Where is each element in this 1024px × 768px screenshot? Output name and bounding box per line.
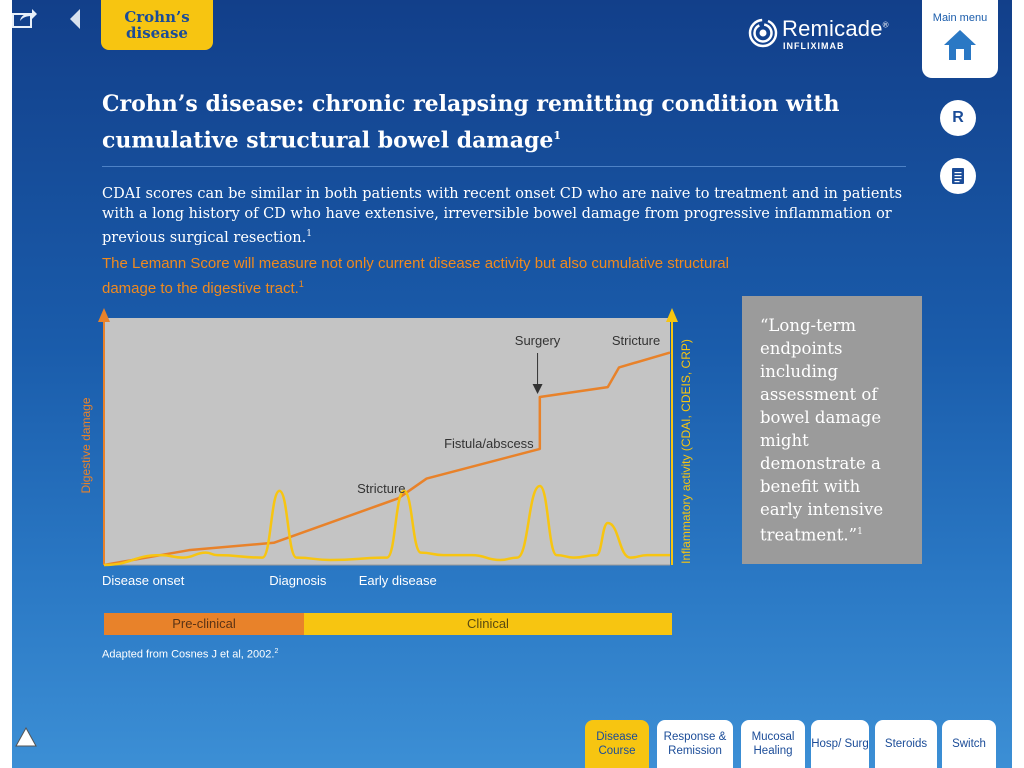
tab-switch[interactable]: Switch xyxy=(942,720,996,768)
lemann-paragraph: The Lemann Score will measure not only c… xyxy=(102,255,729,297)
digestive-damage-line xyxy=(103,351,671,567)
tab-mucosal-healing[interactable]: Mucosal Healing xyxy=(741,720,805,768)
chart-svg: Digestive damage Inflammatory activity (C… xyxy=(79,308,693,588)
share-icon[interactable] xyxy=(12,8,38,28)
y-axis-left-label: Digestive damage xyxy=(79,397,93,493)
surgery-arrow-head xyxy=(532,384,543,394)
home-icon xyxy=(944,30,976,60)
main-menu-button[interactable]: Main menu xyxy=(922,0,998,78)
brand-subtitle: INFLIXIMAB xyxy=(783,41,845,51)
tab-steroids[interactable]: Steroids xyxy=(875,720,937,768)
triangle-up-icon[interactable] xyxy=(14,726,38,748)
quote-box: “Long-term endpoints including assessmen… xyxy=(742,296,922,564)
phase-bar: Pre-clinical Clinical xyxy=(104,613,672,635)
y-axis-right-label: Inflammatory activity (CDAI, CDEIS, CRP) xyxy=(679,339,693,564)
tab-response-remission[interactable]: Response & Remission xyxy=(657,720,733,768)
references-button[interactable]: R xyxy=(940,100,976,136)
left-axis-arrow xyxy=(98,308,110,322)
chart-annotation: Fistula/abscess xyxy=(444,436,534,451)
page-title: Crohn’s disease: chronic relapsing remit… xyxy=(102,91,840,154)
remicade-logo: Remicade® INFLIXIMAB xyxy=(748,16,898,52)
tab-hosp-surg[interactable]: Hosp/ Surg xyxy=(811,720,869,768)
title-divider xyxy=(102,166,906,167)
right-frame-edge xyxy=(1012,0,1024,768)
source-citation: Adapted from Cosnes J et al, 2002.2 xyxy=(102,648,279,661)
brand-name: Remicade® xyxy=(782,16,889,41)
remicade-logo-mark-icon xyxy=(748,18,778,48)
left-frame-edge xyxy=(0,0,12,768)
intro-paragraph: CDAI scores can be similar in both patie… xyxy=(102,186,903,246)
phase-preclinical: Pre-clinical xyxy=(104,613,304,635)
inflammatory-activity-line xyxy=(103,484,670,567)
phase-clinical: Clinical xyxy=(304,613,672,635)
x-tick-label: Disease onset xyxy=(102,573,185,588)
document-icon xyxy=(952,168,964,184)
notes-button[interactable] xyxy=(940,158,976,194)
plot-area xyxy=(104,318,670,565)
x-tick-label: Diagnosis xyxy=(269,573,327,588)
section-tab-crohns[interactable]: Crohn’s disease xyxy=(101,0,213,50)
back-arrow-icon[interactable] xyxy=(68,7,84,31)
right-axis-arrow xyxy=(666,308,678,322)
tab-disease-course[interactable]: Disease Course xyxy=(585,720,649,768)
x-tick-label: Early disease xyxy=(359,573,437,588)
chart-annotation: Stricture xyxy=(612,333,660,348)
chart-annotation: Stricture xyxy=(357,481,405,496)
chart-annotation: Surgery xyxy=(515,333,561,348)
main-menu-label: Main menu xyxy=(932,12,988,24)
disease-course-chart: Digestive damage Inflammatory activity (C… xyxy=(74,300,714,600)
